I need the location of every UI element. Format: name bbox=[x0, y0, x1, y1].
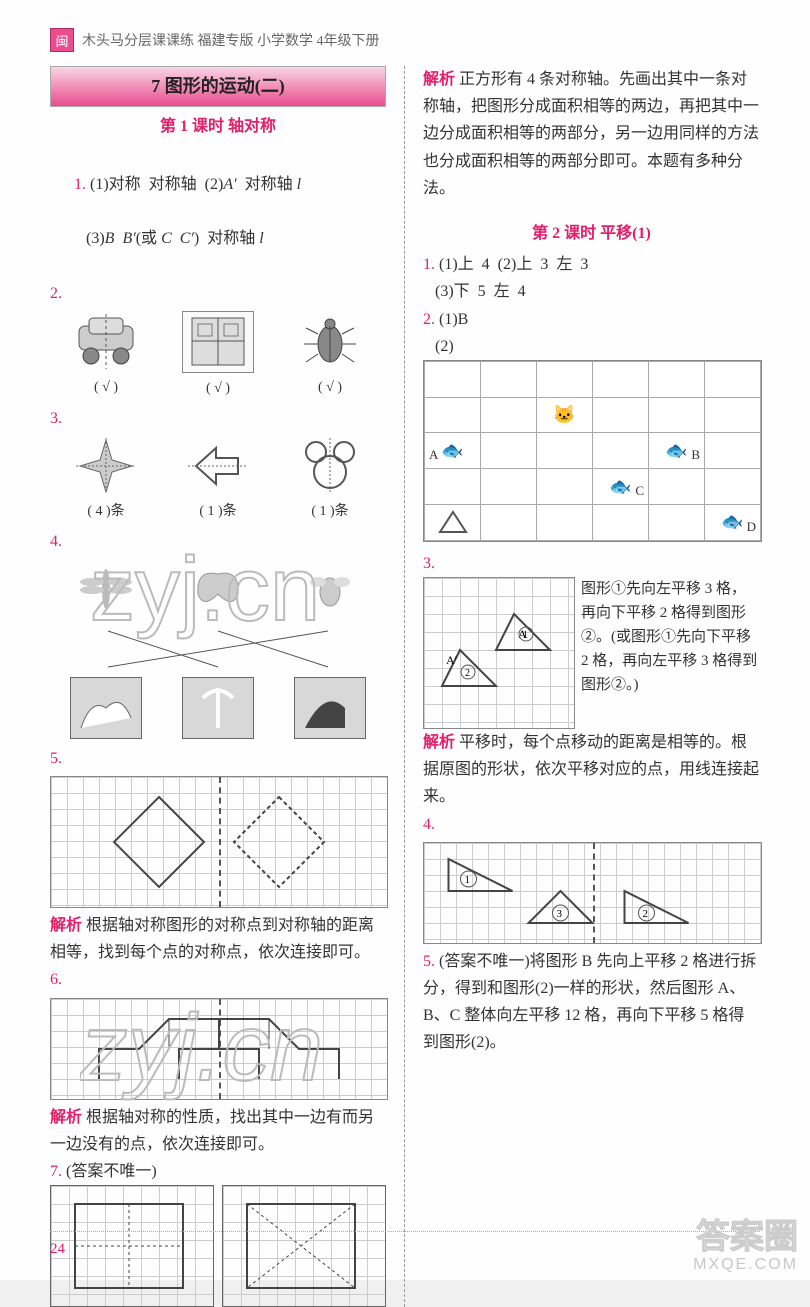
q4-butterfly bbox=[183, 559, 253, 619]
q3-item-arrow: ( 1 )条 bbox=[178, 436, 258, 524]
lesson1-q6: 6. 解析 根据轴对称的性质，找出其中一边有而另一边没有的点，依次连接即可。 bbox=[50, 966, 386, 1158]
q2-item-door: ( √ ) bbox=[178, 311, 258, 401]
lesson1-title: 第 1 课时 轴对称 bbox=[50, 113, 386, 140]
column-left: 7 图形的运动(二) 第 1 课时 轴对称 1. (1)对称 对称轴 (2)A′… bbox=[50, 66, 405, 1307]
svg-text:2: 2 bbox=[465, 668, 470, 679]
star-icon bbox=[76, 438, 136, 493]
svg-text:3: 3 bbox=[557, 908, 563, 920]
bug-icon bbox=[300, 314, 360, 369]
lesson1-q1: 1. (1)对称 对称轴 (2)A′ 对称轴 l (3)B B′(或 C C′)… bbox=[50, 144, 386, 280]
lesson2-q1: 1. (1)上 4 (2)上 3 左 3 (3)下 5 左 4 bbox=[423, 251, 760, 305]
q4-cross-lines bbox=[50, 627, 386, 671]
arrow-icon bbox=[188, 438, 248, 493]
svg-text:2: 2 bbox=[643, 908, 649, 920]
q4-dragonfly bbox=[71, 559, 141, 619]
fish-icon: 🐟 bbox=[609, 471, 631, 502]
lesson2-q2: 2. (1)B (2) 🐱 🐟A 🐟B 🐟C bbox=[423, 306, 760, 542]
lesson2-q3: 3. A 1 A′ 2 图形①先向左平移 3 格，再向下平移 2 格得到图形②。… bbox=[423, 550, 760, 811]
lesson1-q2: 2. ( √ ) bbox=[50, 280, 386, 401]
q3-item-mickey: ( 1 )条 bbox=[290, 436, 370, 524]
content-columns: 7 图形的运动(二) 第 1 课时 轴对称 1. (1)对称 对称轴 (2)A′… bbox=[50, 66, 760, 1307]
q4-bee bbox=[295, 559, 365, 619]
lesson2-title: 第 2 课时 平移(1) bbox=[423, 220, 760, 247]
svg-text:A′: A′ bbox=[446, 653, 458, 667]
fish-icon: 🐱 bbox=[553, 400, 575, 431]
svg-text:1: 1 bbox=[523, 630, 528, 641]
fish-icon: 🐟 bbox=[721, 507, 743, 538]
footer-watermark: 答案圈 MXQE.COM bbox=[693, 1219, 798, 1274]
header-badge: 闽 bbox=[50, 28, 74, 52]
q4-tile-1 bbox=[70, 677, 142, 739]
q4-tile-3 bbox=[294, 677, 366, 739]
fish-icon: 🐟 bbox=[665, 436, 687, 467]
lesson1-q3: 3. ( 4 )条 bbox=[50, 405, 386, 524]
q2-grid: 🐱 🐟A 🐟B 🐟C 🐟D bbox=[423, 360, 762, 542]
page-header: 闽 木头马分层课课练 福建专版 小学数学 4年级下册 bbox=[50, 28, 760, 52]
q2-item-car: ( √ ) bbox=[66, 312, 146, 400]
header-text: 木头马分层课课练 福建专版 小学数学 4年级下册 bbox=[82, 30, 380, 50]
lesson1-q7: 7. (答案不唯一) bbox=[50, 1158, 386, 1307]
q4-tile-2 bbox=[182, 677, 254, 739]
lesson1-q5: 5. 解析 根据轴对称图形的对称点到对称轴的距离相等，找到每个点的对称点，依次连… bbox=[50, 745, 386, 967]
fish-icon: 🐟 bbox=[441, 436, 463, 467]
column-right: 解析 正方形有 4 条对称轴。先画出其中一条对称轴，把图形分成面积相等的两边，再… bbox=[405, 66, 760, 1307]
section-title: 7 图形的运动(二) bbox=[50, 66, 386, 107]
door-icon bbox=[188, 314, 248, 369]
lesson2-q5: 5. (答案不唯一)将图形 B 先向上平移 2 格进行拆分，得到和图形(2)一样… bbox=[423, 948, 760, 1057]
mickey-icon bbox=[300, 438, 360, 493]
footer-line bbox=[50, 1230, 760, 1232]
right-top-analysis: 解析 正方形有 4 条对称轴。先画出其中一条对称轴，把图形分成面积相等的两边，再… bbox=[423, 66, 760, 202]
svg-text:1: 1 bbox=[465, 874, 471, 886]
q3-item-star: ( 4 )条 bbox=[66, 436, 146, 524]
page-number: 24 bbox=[50, 1241, 65, 1258]
lesson2-q4: 4. 1 3 2 bbox=[423, 811, 760, 944]
q2-item-bug: ( √ ) bbox=[290, 312, 370, 400]
lesson1-q4: 4. bbox=[50, 528, 386, 739]
car-icon bbox=[71, 314, 141, 369]
